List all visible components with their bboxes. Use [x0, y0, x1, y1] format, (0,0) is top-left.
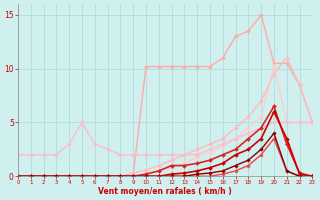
X-axis label: Vent moyen/en rafales ( km/h ): Vent moyen/en rafales ( km/h ) [98, 187, 232, 196]
